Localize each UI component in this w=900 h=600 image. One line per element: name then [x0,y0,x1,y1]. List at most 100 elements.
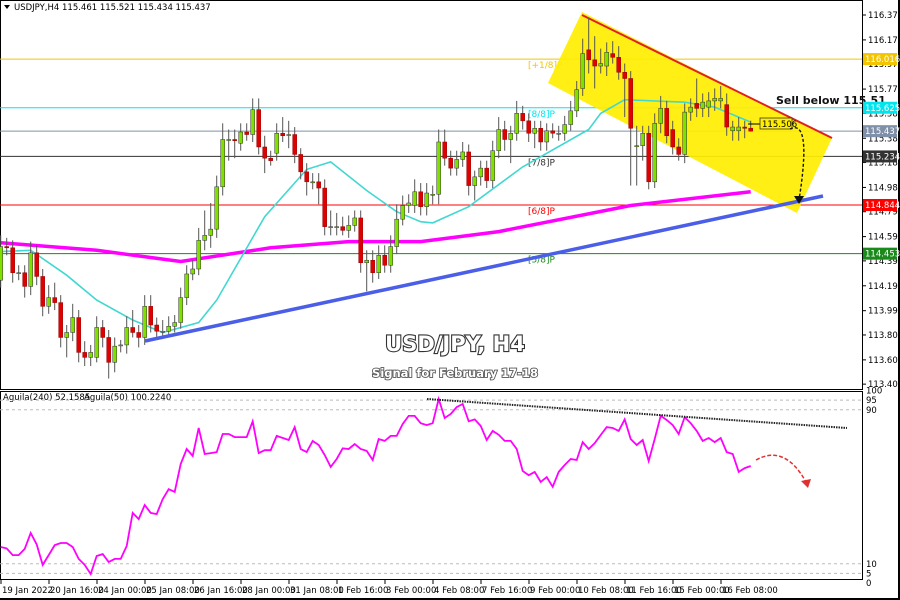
candle-body [64,332,69,338]
price-tag-bg [863,247,897,260]
candle [52,282,57,311]
candle [0,235,3,288]
candle [460,141,465,167]
candle [76,310,81,363]
price-tick-label: 114.790 [868,208,900,218]
candle [118,339,123,353]
candle-body [148,306,153,326]
candle [16,265,21,281]
candle [214,175,219,238]
candle-body [46,297,51,307]
candle [58,295,63,348]
candle [298,148,303,180]
candle-body [682,111,687,155]
candle-body [466,151,471,186]
candle [592,36,597,89]
time-tick-label: 25 Jan 08:00 [146,586,200,596]
candle [208,202,213,248]
candle [448,150,453,176]
candle-body [52,297,57,303]
candle-body [160,330,165,333]
candle-body [16,272,21,274]
candle-body [688,106,693,113]
candle-body [460,151,465,160]
candle-body [550,130,555,134]
candle-body [484,167,489,181]
candle-body [442,141,447,159]
candle-body [334,226,339,228]
price-tick-label: 113.600 [868,356,900,366]
candle [232,129,237,159]
candle-body [154,324,159,332]
candle-body [502,129,507,140]
candle-body [346,225,351,231]
candle-body [544,130,549,143]
candle [694,78,699,118]
candle [622,63,627,118]
price-tick-label: 114.985 [868,183,900,193]
candle [400,195,405,226]
candle [382,245,387,273]
price-tag-bg [863,53,897,66]
candle-body [496,129,501,151]
candle-body [694,103,699,109]
triangle-down-icon[interactable] [4,5,10,9]
candle [82,341,87,367]
candle-body [364,260,369,264]
candle-body [208,228,213,236]
candle-body [190,268,195,275]
indicator-pane[interactable] [0,391,863,580]
time-tick-label: 31 Jan 08:00 [290,586,344,596]
candle-body [118,344,123,347]
candle [628,71,633,186]
candle-body [658,108,663,124]
symbol-label: USDJPY,H4 [14,3,59,13]
ma-slow-line [0,190,751,264]
candle-body [634,145,639,147]
price-tick-label: 115.380 [868,134,900,144]
candle [580,38,585,96]
level-label: [8/8]P [528,110,556,120]
candle-body [508,133,513,140]
candle-body [292,134,297,155]
candle [670,120,675,155]
price-tick-label: 116.370 [868,11,900,21]
candle-body [4,246,9,249]
price-tag-bg [863,125,897,138]
candle [442,129,447,166]
price-tag-value: 115.625 [865,104,900,114]
candle [490,140,495,189]
candle [316,173,321,205]
candle-body [376,255,381,273]
candle [658,95,663,134]
candle-body [532,128,537,134]
indicator-tick-label: 0 [866,579,871,589]
candle-body [268,157,273,161]
candle-body [670,129,675,148]
ohlc-readout: 115.461 115.521 115.434 115.437 [62,3,211,13]
level-label: [5/8]P [528,256,556,266]
candle-body [304,171,309,183]
candle [256,98,261,155]
price-tick-label: 115.185 [868,159,900,169]
candle-body [610,53,615,58]
candle [586,17,591,74]
candle [64,325,69,358]
candle [676,138,681,161]
candle [616,46,621,80]
time-tick-label: 7 Feb 16:00 [482,586,532,596]
oscillator-line [0,395,751,577]
chart-subtitle: Signal for February 17-18 [372,366,538,380]
candle-body [412,191,417,206]
indicator-legend-1: Aguila(240) 52.1585 [3,393,90,403]
candle-body [196,240,201,270]
candle-body [94,327,99,358]
candle-body [178,297,183,323]
candle [538,120,543,151]
candle [436,129,441,205]
candle-body [274,133,279,154]
candle-body [226,139,231,141]
candle [124,316,129,354]
level-label: [7/8]P [528,158,556,168]
